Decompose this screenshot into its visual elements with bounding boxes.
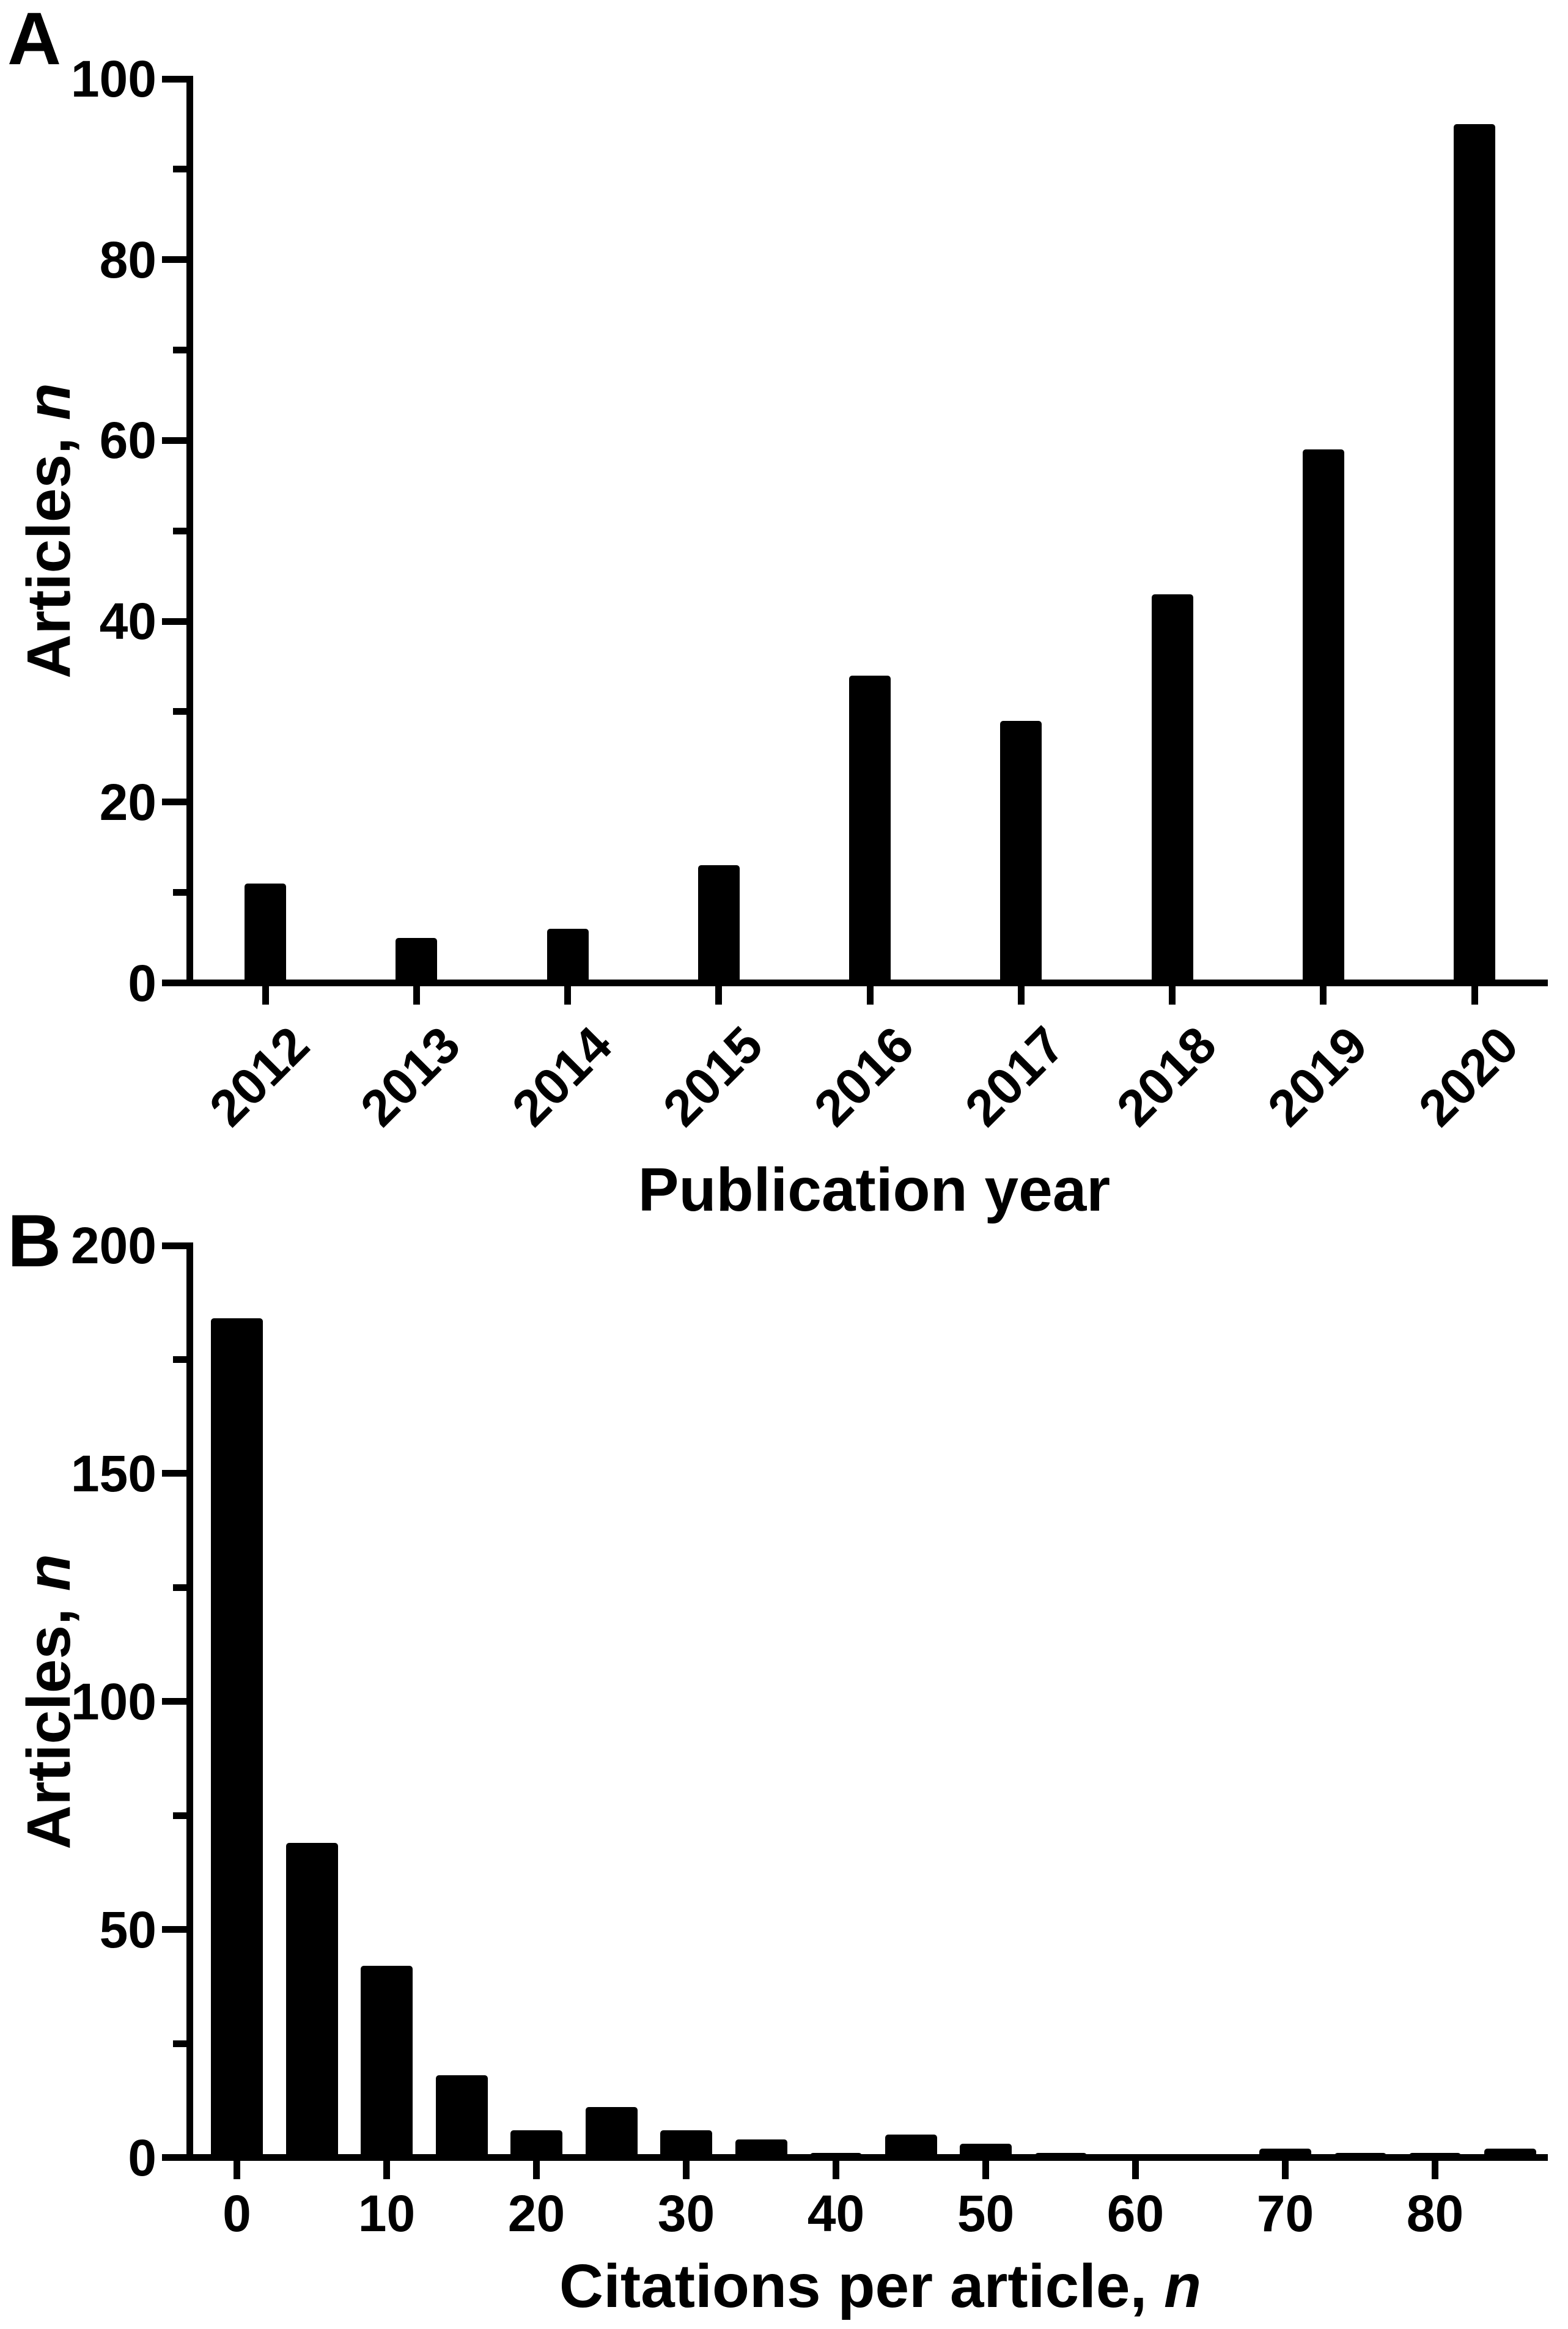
panel-b-x-axis-title-text: Citations per article, bbox=[559, 2252, 1165, 2320]
x-tick bbox=[262, 986, 269, 1005]
y-minor-tick bbox=[173, 1812, 186, 1819]
x-tick-label: 10 bbox=[358, 2185, 416, 2242]
y-major-tick bbox=[162, 2154, 186, 2161]
y-tick-label: 0 bbox=[128, 2128, 156, 2187]
panel-b-y-axis-title-italic-n: n bbox=[15, 1554, 83, 1592]
y-major-tick bbox=[162, 1242, 186, 1249]
x-tick bbox=[833, 2161, 839, 2179]
y-major-tick bbox=[162, 256, 186, 264]
bar bbox=[211, 1318, 263, 2161]
bar bbox=[285, 1842, 338, 2161]
bar bbox=[1302, 449, 1344, 986]
y-tick-label: 0 bbox=[128, 954, 156, 1012]
x-tick-label: 70 bbox=[1256, 2185, 1314, 2242]
panel-a-x-axis-title-text: Publication year bbox=[638, 1156, 1111, 1224]
x-tick bbox=[1320, 986, 1327, 1005]
x-tick bbox=[715, 986, 723, 1005]
bar bbox=[435, 2075, 488, 2161]
panel-b-x-axis-title-italic-n: n bbox=[1164, 2252, 1202, 2320]
x-tick-label: 2018 bbox=[1105, 1015, 1227, 1137]
y-tick-label: 40 bbox=[99, 592, 156, 651]
x-tick-label: 60 bbox=[1106, 2185, 1165, 2242]
bar bbox=[1000, 720, 1042, 986]
x-tick-label: 2020 bbox=[1407, 1015, 1529, 1137]
y-major-tick bbox=[162, 799, 186, 806]
y-tick-label: 100 bbox=[70, 50, 156, 108]
x-tick-label: 2017 bbox=[954, 1015, 1076, 1137]
y-major-tick bbox=[162, 980, 186, 986]
panel-b-letter: B bbox=[7, 1199, 62, 1282]
y-minor-tick bbox=[173, 1584, 186, 1591]
y-minor-tick bbox=[173, 527, 186, 534]
x-tick bbox=[413, 986, 420, 1005]
y-minor-tick bbox=[173, 166, 186, 173]
y-major-tick bbox=[162, 75, 186, 83]
x-tick-label: 2015 bbox=[652, 1015, 774, 1137]
x-tick-label: 2014 bbox=[501, 1015, 622, 1137]
y-tick-label: 60 bbox=[99, 412, 156, 470]
x-tick-label: 2016 bbox=[803, 1015, 925, 1137]
x-tick bbox=[683, 2161, 690, 2179]
x-tick bbox=[234, 2161, 240, 2179]
x-tick bbox=[1432, 2161, 1438, 2179]
x-tick bbox=[383, 2161, 390, 2179]
y-major-tick bbox=[162, 1698, 186, 1705]
y-tick-label: 20 bbox=[99, 773, 156, 831]
bar bbox=[245, 883, 286, 986]
y-major-tick bbox=[162, 437, 186, 444]
y-minor-tick bbox=[173, 2040, 186, 2047]
y-tick-label: 80 bbox=[99, 231, 156, 289]
x-tick-label: 20 bbox=[507, 2185, 565, 2242]
x-tick-label: 2019 bbox=[1256, 1015, 1378, 1137]
x-tick-label: 30 bbox=[657, 2185, 715, 2242]
bar bbox=[1454, 124, 1495, 986]
y-tick-label: 100 bbox=[70, 1672, 156, 1730]
x-tick bbox=[866, 986, 874, 1005]
bar bbox=[396, 937, 438, 986]
y-minor-tick bbox=[173, 1356, 186, 1363]
x-tick bbox=[1282, 2161, 1289, 2179]
panel-a-letter: A bbox=[7, 0, 62, 80]
x-axis-baseline bbox=[186, 2154, 1548, 2161]
x-tick-label: 0 bbox=[223, 2185, 251, 2242]
x-tick bbox=[564, 986, 571, 1005]
y-tick-label: 50 bbox=[99, 1900, 156, 1958]
x-tick-label: 50 bbox=[957, 2185, 1015, 2242]
bar bbox=[585, 2107, 638, 2161]
x-tick-label: 2013 bbox=[349, 1015, 471, 1137]
bar bbox=[849, 675, 891, 986]
x-tick bbox=[1169, 986, 1176, 1005]
panel-a-x-axis-title: Publication year bbox=[638, 1157, 1110, 1222]
bar bbox=[547, 928, 589, 986]
y-major-tick bbox=[162, 1926, 186, 1933]
y-minor-tick bbox=[173, 708, 186, 715]
x-tick bbox=[1471, 986, 1478, 1005]
y-axis-spine bbox=[186, 75, 193, 986]
panel-b-x-axis-title: Citations per article, n bbox=[559, 2254, 1201, 2319]
x-tick bbox=[1017, 986, 1025, 1005]
x-tick-label: 80 bbox=[1406, 2185, 1464, 2242]
bar bbox=[698, 865, 740, 986]
x-tick bbox=[982, 2161, 989, 2179]
y-minor-tick bbox=[173, 347, 186, 354]
x-axis-baseline bbox=[186, 980, 1548, 986]
y-major-tick bbox=[162, 1470, 186, 1477]
y-minor-tick bbox=[173, 889, 186, 896]
x-tick bbox=[533, 2161, 540, 2179]
y-tick-label: 200 bbox=[70, 1217, 156, 1274]
bar bbox=[361, 1966, 413, 2161]
x-tick-label: 40 bbox=[807, 2185, 865, 2242]
y-axis-spine bbox=[186, 1242, 193, 2161]
y-major-tick bbox=[162, 618, 186, 625]
x-tick-label: 2012 bbox=[198, 1015, 320, 1137]
y-tick-label: 150 bbox=[70, 1444, 156, 1502]
x-tick bbox=[1132, 2161, 1139, 2179]
bar bbox=[1151, 594, 1193, 986]
